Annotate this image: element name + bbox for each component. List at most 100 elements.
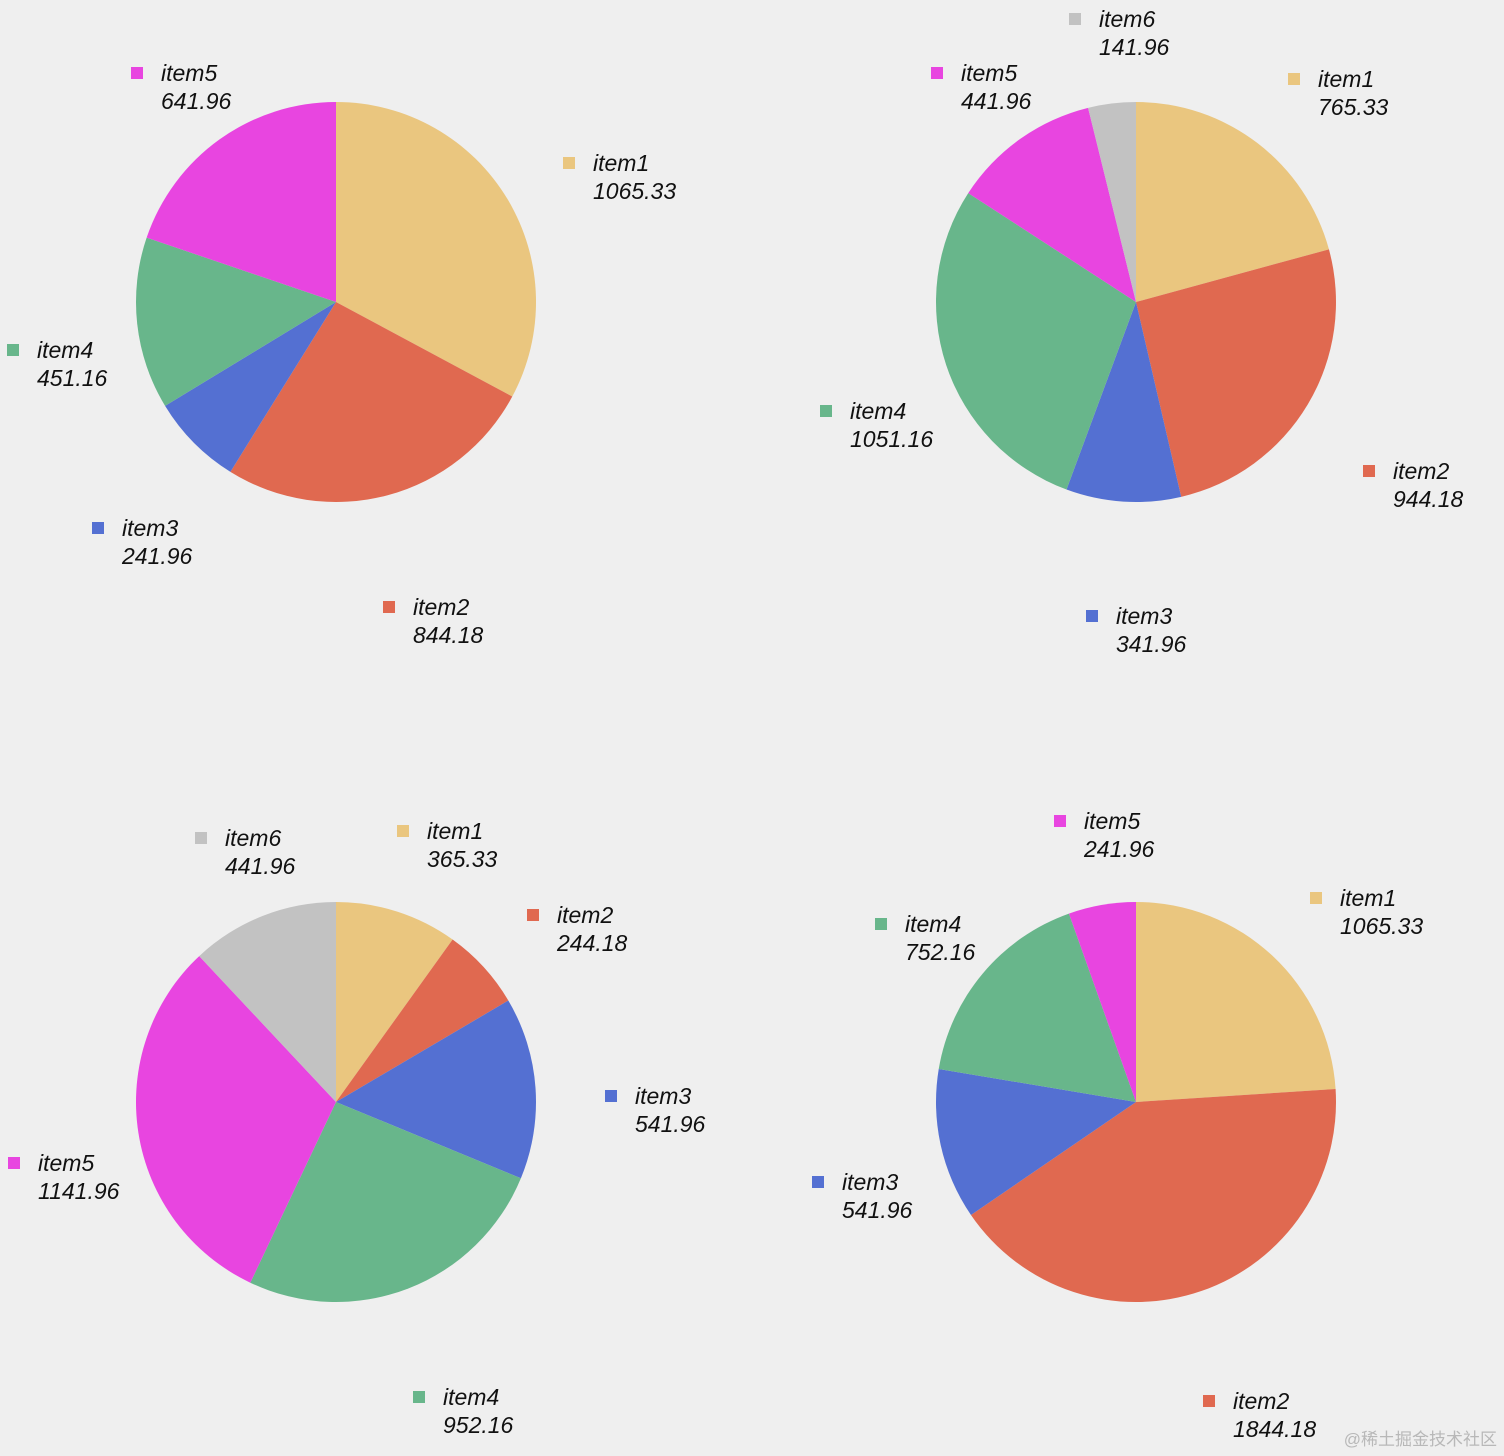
label-value-item1: 365.33 — [427, 846, 498, 872]
pie-slice-item5[interactable] — [146, 102, 336, 302]
pie-slice-item1[interactable] — [1136, 102, 1329, 302]
legend-swatch-item2 — [1203, 1395, 1215, 1407]
pie-slice-item4[interactable] — [250, 1102, 521, 1302]
label-value-item2: 844.18 — [413, 622, 484, 648]
label-value-item6: 441.96 — [225, 853, 296, 879]
legend-swatch-item5 — [8, 1157, 20, 1169]
label-name-item3: item3 — [635, 1083, 691, 1109]
legend-swatch-item5 — [1054, 815, 1066, 827]
legend-swatch-item5 — [931, 67, 943, 79]
pie-slice-item6[interactable] — [1088, 102, 1136, 302]
label-name-item5: item5 — [161, 60, 217, 86]
label-name-item1: item1 — [1340, 885, 1396, 911]
label-value-item5: 1141.96 — [38, 1178, 120, 1204]
label-value-item1: 1065.33 — [593, 178, 676, 204]
label-value-item3: 541.96 — [635, 1111, 706, 1137]
label-name-item3: item3 — [1116, 603, 1172, 629]
label-value-item2: 944.18 — [1393, 486, 1464, 512]
legend-swatch-item1 — [563, 157, 575, 169]
label-name-item1: item1 — [427, 818, 483, 844]
legend-swatch-item1 — [1288, 73, 1300, 85]
pie-slice-item5[interactable] — [968, 107, 1136, 302]
legend-swatch-item3 — [812, 1176, 824, 1188]
pie-slice-item4[interactable] — [936, 193, 1136, 490]
pie-slice-item1[interactable] — [1136, 902, 1336, 1102]
pie-slice-item3[interactable] — [165, 302, 336, 472]
pie-slice-item1[interactable] — [336, 902, 453, 1102]
label-value-item5: 241.96 — [1083, 836, 1155, 862]
legend-swatch-item1 — [1310, 892, 1322, 904]
label-value-item4: 451.16 — [37, 365, 108, 391]
watermark: @稀土掘金技术社区 — [1344, 1430, 1497, 1449]
label-name-item2: item2 — [557, 902, 613, 928]
label-name-item4: item4 — [37, 337, 93, 363]
pie-slice-item3[interactable] — [935, 1069, 1136, 1215]
label-name-item4: item4 — [443, 1384, 499, 1410]
legend-swatch-item5 — [131, 67, 143, 79]
pie-slice-item5[interactable] — [136, 956, 336, 1283]
pie-slice-item2[interactable] — [230, 302, 513, 502]
label-value-item4: 1051.16 — [850, 426, 933, 452]
pie-slice-item1[interactable] — [336, 102, 537, 397]
label-value-item3: 341.96 — [1116, 631, 1187, 657]
label-value-item2: 244.18 — [556, 930, 628, 956]
label-name-item2: item2 — [1393, 458, 1449, 484]
label-name-item3: item3 — [122, 515, 178, 541]
label-name-item5: item5 — [38, 1150, 94, 1176]
legend-swatch-item6 — [195, 832, 207, 844]
pie-slice-item2[interactable] — [970, 1088, 1337, 1303]
label-name-item2: item2 — [413, 594, 469, 620]
legend-swatch-item1 — [397, 825, 409, 837]
label-name-item5: item5 — [961, 60, 1017, 86]
legend-swatch-item4 — [7, 344, 19, 356]
label-name-item6: item6 — [1099, 6, 1155, 32]
pie-slice-item3[interactable] — [1066, 302, 1182, 502]
label-value-item5: 441.96 — [961, 88, 1032, 114]
legend-swatch-item2 — [527, 909, 539, 921]
label-name-item2: item2 — [1233, 1388, 1289, 1414]
pie-slice-item6[interactable] — [199, 902, 336, 1102]
legend-swatch-item6 — [1069, 13, 1081, 25]
legend-swatch-item4 — [820, 405, 832, 417]
pie-slice-item5[interactable] — [1068, 902, 1136, 1102]
label-name-item3: item3 — [842, 1169, 898, 1195]
label-value-item4: 752.16 — [905, 939, 976, 965]
label-value-item3: 241.96 — [121, 543, 193, 569]
pie-slice-item3[interactable] — [336, 1000, 536, 1179]
legend-swatch-item4 — [413, 1391, 425, 1403]
pie-slice-item2[interactable] — [336, 939, 509, 1102]
legend-swatch-item3 — [605, 1090, 617, 1102]
legend-swatch-item3 — [1086, 610, 1098, 622]
label-name-item5: item5 — [1084, 808, 1140, 834]
legend-swatch-item2 — [1363, 465, 1375, 477]
label-value-item6: 141.96 — [1099, 34, 1170, 60]
label-value-item1: 765.33 — [1318, 94, 1389, 120]
pie-slice-item2[interactable] — [1136, 249, 1336, 497]
label-name-item4: item4 — [905, 911, 961, 937]
legend-swatch-item3 — [92, 522, 104, 534]
label-value-item2: 1844.18 — [1233, 1416, 1316, 1442]
pie-slice-item4[interactable] — [136, 237, 336, 406]
pie-slice-item4[interactable] — [938, 913, 1136, 1102]
